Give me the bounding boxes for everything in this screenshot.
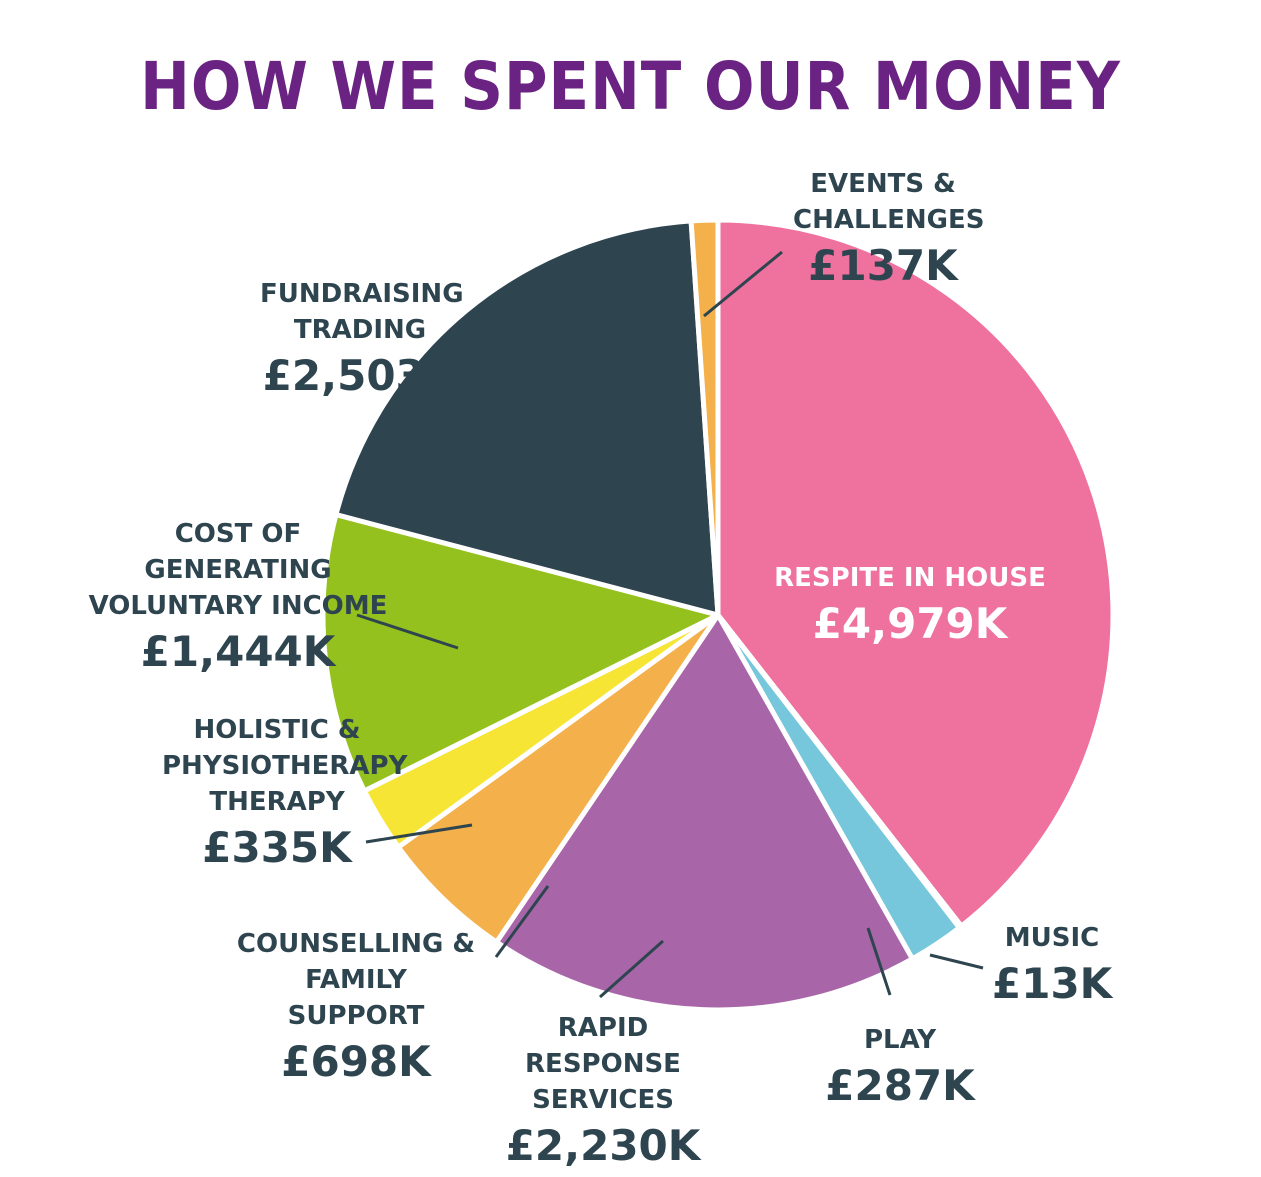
value-label: £137K	[808, 241, 958, 290]
category-name: FUNDRAISING TRADING	[260, 279, 464, 345]
slice-label: HOLISTIC & PHYSIOTHERAPY THERAPY £335K	[162, 712, 408, 876]
leader-line	[365, 823, 473, 844]
value-label: £4,979K	[812, 599, 1008, 648]
slice-label: EVENTS & CHALLENGES £137K	[793, 166, 985, 294]
value-label: £2,230K	[505, 1121, 701, 1170]
category-name: COUNSELLING & FAMILY SUPPORT	[236, 929, 476, 1031]
category-name: PLAY	[863, 1025, 937, 1055]
slice-label: FUNDRAISING TRADING £2,503K	[260, 276, 464, 404]
category-name: MUSIC	[1004, 923, 1100, 953]
value-label: £698K	[281, 1037, 431, 1086]
leader-line	[703, 250, 783, 318]
pie-slice	[395, 612, 721, 945]
category-name: RAPID RESPONSE SERVICES	[525, 1013, 681, 1115]
slice-label: RAPID RESPONSE SERVICES £2,230K	[483, 1010, 723, 1174]
value-label: £1,444K	[140, 627, 336, 676]
leader-line	[356, 613, 459, 650]
pie-slice	[715, 217, 1116, 929]
category-name: HOLISTIC & PHYSIOTHERAPY THERAPY	[162, 715, 408, 817]
slice-label: MUSIC £13K	[992, 920, 1112, 1012]
slice-label: RESPITE IN HOUSE £4,979K	[760, 560, 1060, 652]
leader-line	[866, 927, 892, 996]
leader-line	[494, 885, 550, 958]
slice-label: PLAY £287K	[820, 1022, 980, 1114]
pie-slice	[688, 217, 721, 618]
pie-slice	[333, 218, 721, 618]
pie-slice	[494, 612, 915, 1013]
leader-line	[461, 338, 553, 374]
value-label: £13K	[992, 959, 1113, 1008]
value-label: £2,503K	[262, 351, 458, 400]
slice-label: COST OF GENERATING VOLUNTARY INCOME £1,44…	[88, 516, 388, 680]
category-name: RESPITE IN HOUSE	[774, 563, 1046, 593]
leader-line	[599, 939, 664, 999]
chart-title: HOW WE SPENT OUR MONEY	[140, 48, 1121, 125]
pie-slice	[320, 512, 721, 794]
category-name: EVENTS & CHALLENGES	[793, 169, 985, 235]
slice-label: COUNSELLING & FAMILY SUPPORT £698K	[236, 926, 476, 1090]
value-label: £335K	[202, 823, 352, 872]
value-label: £287K	[825, 1061, 975, 1110]
category-name: COST OF GENERATING VOLUNTARY INCOME	[88, 519, 388, 621]
leader-line	[929, 953, 984, 970]
